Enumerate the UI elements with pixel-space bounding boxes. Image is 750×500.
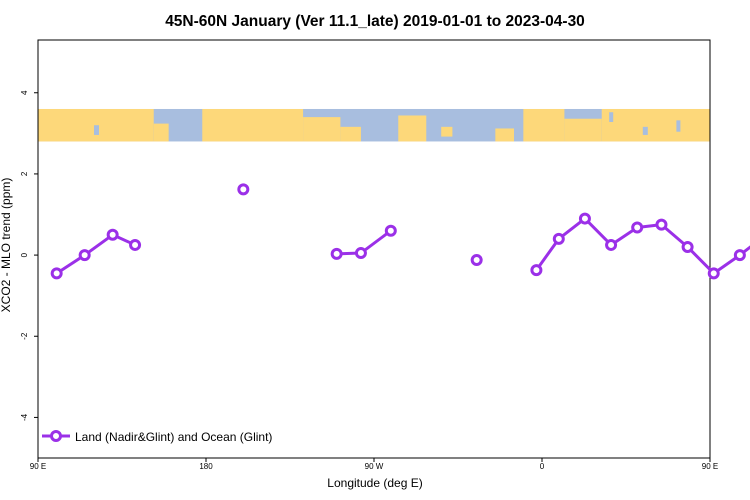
data-point xyxy=(655,218,668,231)
land-area xyxy=(398,115,427,142)
data-point xyxy=(50,267,63,280)
land-area xyxy=(303,117,341,142)
data-point xyxy=(78,249,91,262)
data-point xyxy=(330,247,343,260)
x-tick-label: 0 xyxy=(540,462,545,471)
y-tick-label: 0 xyxy=(20,252,29,257)
data-point xyxy=(354,247,367,260)
water-area xyxy=(609,112,614,122)
water-area xyxy=(676,120,681,132)
data-point xyxy=(681,240,694,253)
y-axis-label: XCO2 - MLO trend (ppm) xyxy=(0,178,13,313)
legend-entry: Land (Nadir&Glint) and Ocean (Glint) xyxy=(75,430,272,444)
x-axis-label: Longitude (deg E) xyxy=(327,476,422,490)
data-point xyxy=(552,232,565,245)
series-layer xyxy=(50,183,750,280)
land-area xyxy=(523,108,565,142)
series-line xyxy=(535,217,750,275)
data-point xyxy=(530,264,543,277)
data-point xyxy=(384,224,397,237)
legend-marker xyxy=(50,430,62,442)
chart-title: 45N-60N January (Ver 11.1_late) 2019-01-… xyxy=(165,13,585,30)
data-point xyxy=(237,183,250,196)
y-axis: -4 -2 0 2 4 xyxy=(20,90,38,421)
data-point xyxy=(470,253,483,266)
water-area xyxy=(94,125,99,135)
land-area xyxy=(153,123,169,142)
x-tick-label: 90 E xyxy=(702,462,718,471)
legend: Land (Nadir&Glint) and Ocean (Glint) xyxy=(42,430,272,444)
y-tick-label: 4 xyxy=(20,90,29,95)
land-area xyxy=(441,126,453,137)
y-tick-label: -2 xyxy=(20,332,29,340)
x-tick-label: 90 W xyxy=(365,462,384,471)
data-point xyxy=(605,238,618,251)
x-tick-label: 180 xyxy=(199,462,213,471)
y-tick-label: 2 xyxy=(20,171,29,176)
land-area xyxy=(202,108,304,142)
data-point xyxy=(733,249,746,262)
water-area xyxy=(642,126,648,135)
x-tick-label: 90 E xyxy=(30,462,46,471)
x-axis: 90 E 180 90 W 0 90 E xyxy=(30,458,718,471)
land-area xyxy=(340,126,361,142)
land-area xyxy=(601,108,710,142)
series-line xyxy=(55,233,136,275)
water-area xyxy=(463,118,468,132)
data-point xyxy=(707,267,720,280)
data-point xyxy=(106,228,119,241)
land-area xyxy=(564,118,602,142)
data-point xyxy=(129,238,142,251)
map-band xyxy=(38,108,710,142)
land-area xyxy=(495,128,514,142)
data-point xyxy=(631,221,644,234)
data-point xyxy=(578,212,591,225)
y-tick-label: -4 xyxy=(20,413,29,421)
